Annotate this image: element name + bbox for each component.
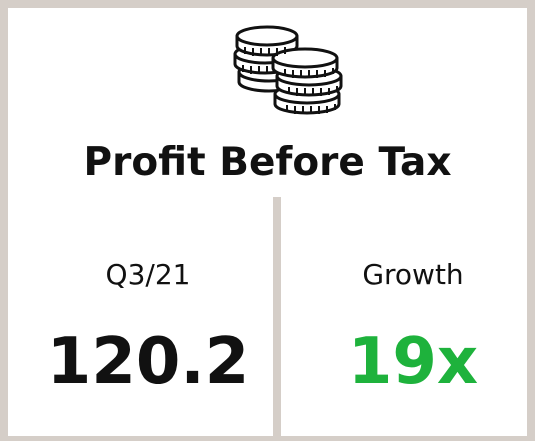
coin-ridges bbox=[242, 47, 338, 114]
coin-stack-front bbox=[271, 47, 343, 115]
metric-value: 19x bbox=[347, 325, 479, 399]
divider bbox=[273, 197, 281, 436]
title: Profit Before Tax bbox=[83, 140, 452, 185]
metric-value: 120.2 bbox=[46, 325, 250, 399]
coins-icon bbox=[233, 25, 343, 115]
metric-label: Growth bbox=[362, 258, 464, 291]
metric-label: Q3/21 bbox=[105, 258, 191, 291]
metric: Growth 19x bbox=[283, 258, 535, 399]
metric: Q3/21 120.2 bbox=[18, 258, 278, 399]
